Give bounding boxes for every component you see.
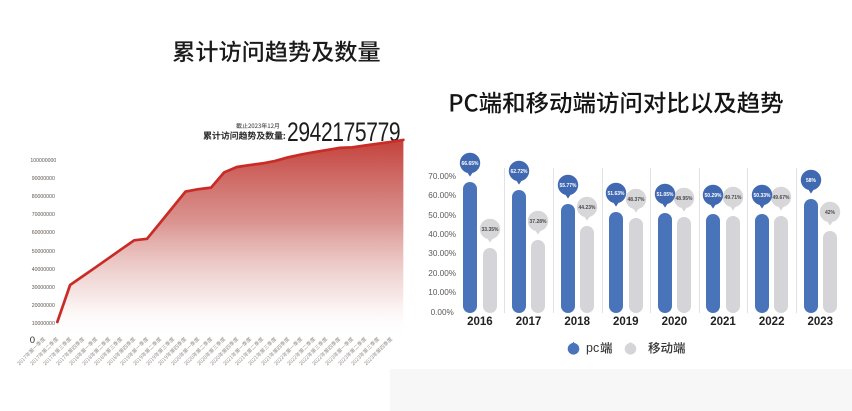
- svg-text:58%: 58%: [806, 178, 817, 184]
- svg-text:50.33%: 50.33%: [754, 194, 772, 200]
- svg-text:62.72%: 62.72%: [510, 169, 528, 175]
- svg-text:48.37%: 48.37%: [627, 197, 645, 203]
- svg-text:48.95%: 48.95%: [676, 196, 694, 202]
- svg-text:51.05%: 51.05%: [656, 192, 674, 198]
- svg-text:33.35%: 33.35%: [481, 227, 499, 233]
- svg-text:44.23%: 44.23%: [578, 205, 596, 211]
- svg-text:66.65%: 66.65%: [462, 162, 480, 168]
- svg-text:42%: 42%: [825, 210, 836, 216]
- svg-text:55.77%: 55.77%: [559, 183, 577, 189]
- svg-text:49.71%: 49.71%: [724, 195, 742, 201]
- svg-text:37.28%: 37.28%: [530, 219, 548, 225]
- svg-text:49.67%: 49.67%: [773, 195, 791, 201]
- svg-text:51.63%: 51.63%: [608, 191, 626, 197]
- svg-text:50.29%: 50.29%: [705, 194, 723, 200]
